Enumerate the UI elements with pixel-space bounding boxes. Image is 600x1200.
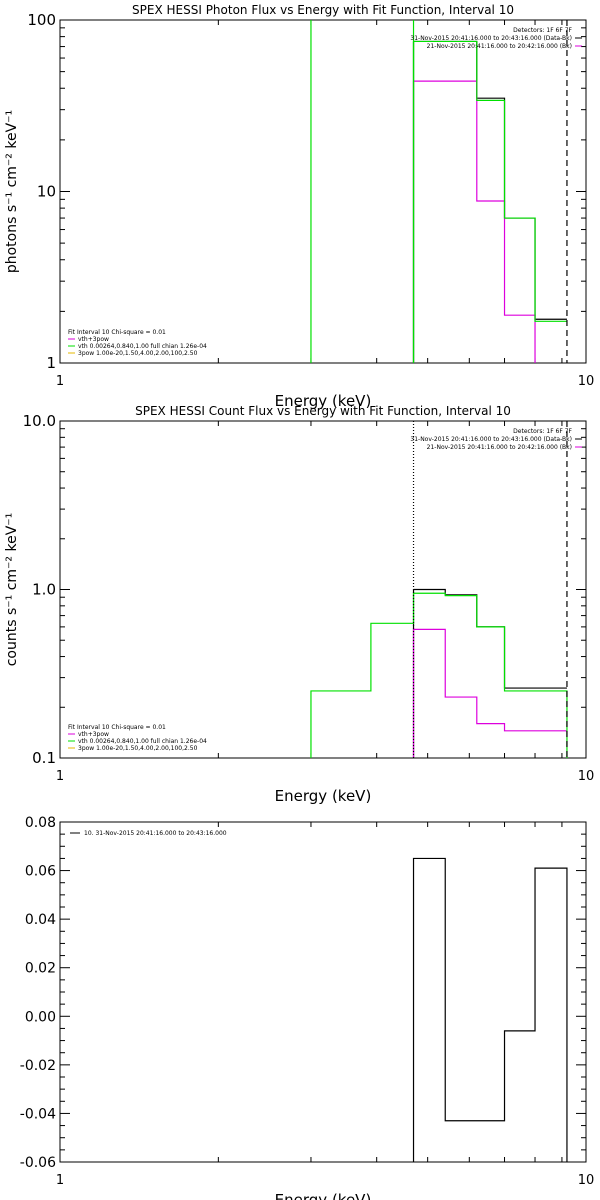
plot-frame <box>59 19 587 364</box>
series-vth-3pow <box>310 592 568 758</box>
legend-entry: 31-Nov-2015 20:41:16.000 to 20:43:16.000… <box>410 436 572 443</box>
x-axis-ticks <box>59 822 563 1162</box>
series-bk <box>413 80 536 363</box>
legend-entry: Fit Interval 10 Chi-square = 0.01 <box>68 329 166 336</box>
legend-entry: 21-Nov-2015 20:41:16.000 to 20:42:16.000… <box>427 43 572 50</box>
series-bk <box>413 628 567 732</box>
series-residuals <box>412 857 568 1162</box>
y-axis-label: counts s⁻¹ cm⁻² keV⁻¹ <box>4 513 20 667</box>
y-tick-label: 1 <box>46 354 56 372</box>
y-tick-label: -0.02 <box>20 1058 56 1074</box>
y-tick-label: 10.0 <box>23 412 56 430</box>
x-tick-label: 1 <box>56 769 64 784</box>
x-tick-label: 10 <box>578 374 595 389</box>
x-axis-label: Energy (keV) <box>275 392 372 410</box>
y-tick-label: 1.0 <box>32 581 56 599</box>
y-tick-label: 0.02 <box>25 961 56 977</box>
y-tick-label: 10 <box>37 183 56 201</box>
x-axis-ticks <box>59 421 563 758</box>
legend-bottom-left: Fit Interval 10 Chi-square = 0.01vth+3po… <box>68 329 207 357</box>
chart-panel-1: 1 10 1 10 100 SPEX HESSI Photon Flux vs Energ… <box>4 3 594 410</box>
series-data-bk <box>413 40 567 320</box>
y-tick-label: 0.06 <box>25 864 56 880</box>
chart-panel-3: 1 10 -0.06 -0.04 -0.02 0.00 0.02 0.04 0.06 0.08 En… <box>20 815 595 1200</box>
y-axis-ticks <box>60 821 586 1163</box>
y-tick-label: 0.08 <box>25 815 56 831</box>
legend-bottom-left: Fit Interval 10 Chi-square = 0.01vth+3po… <box>68 724 207 752</box>
y-tick-label: 0.00 <box>25 1009 56 1025</box>
data-area <box>310 20 568 363</box>
legend-entry: 3pow 1.00e-20,1.50,4.00,2.00,100,2.50 <box>78 745 198 752</box>
legend-entry: Detectors: 1F 6F 7F <box>513 27 572 34</box>
x-tick-label: 10 <box>578 769 595 784</box>
legend-entry: vth+3pow <box>78 336 109 343</box>
series-data-bk <box>413 588 567 689</box>
x-axis-label: Energy (keV) <box>275 1191 372 1200</box>
legend-entry: 3pow 1.00e-20,1.50,4.00,2.00,100,2.50 <box>78 350 198 357</box>
legend-top-left: 10. 31-Nov-2015 20:41:16.000 to 20:43:16… <box>70 830 227 837</box>
legend-entry: vth 0.00264,0.840,1.00 full chian 1.26e-… <box>78 343 207 350</box>
legend-entry: 10. 31-Nov-2015 20:41:16.000 to 20:43:16… <box>84 830 227 837</box>
plot-frame <box>59 821 587 1163</box>
legend-entry: 31-Nov-2015 20:41:16.000 to 20:43:16.000… <box>410 35 572 42</box>
data-area <box>310 421 568 758</box>
y-tick-label: -0.06 <box>20 1155 56 1171</box>
legend-entry: vth 0.00264,0.840,1.00 full chian 1.26e-… <box>78 738 207 745</box>
x-axis-label: Energy (keV) <box>275 787 372 805</box>
series-vth-3pow <box>413 40 567 322</box>
legend-entry: 21-Nov-2015 20:41:16.000 to 20:42:16.000… <box>427 444 572 451</box>
y-tick-label: 0.1 <box>32 749 56 767</box>
y-axis-ticks <box>60 420 586 759</box>
legend-entry: Fit Interval 10 Chi-square = 0.01 <box>68 724 166 731</box>
plot-frame <box>59 420 587 759</box>
x-tick-label: 1 <box>56 1173 64 1188</box>
y-axis-label: photons s⁻¹ cm⁻² keV⁻¹ <box>4 110 20 273</box>
data-area <box>412 857 568 1162</box>
legend-entry: vth+3pow <box>78 731 109 738</box>
legend-entry: Detectors: 1F 6F 7F <box>513 428 572 435</box>
y-axis-ticks <box>60 19 586 364</box>
x-tick-label: 1 <box>56 374 64 389</box>
y-tick-label: -0.04 <box>20 1106 56 1122</box>
x-tick-label: 10 <box>578 1173 595 1188</box>
chart-title: SPEX HESSI Count Flux vs Energy with Fit… <box>135 404 511 418</box>
chart-panel-2: 1 10 0.1 1.0 10.0 SPEX HESSI Count Flux vs En… <box>4 404 594 805</box>
y-tick-label: 100 <box>27 11 56 29</box>
chart-title: SPEX HESSI Photon Flux vs Energy with Fi… <box>132 3 514 17</box>
y-tick-label: 0.04 <box>25 912 56 928</box>
